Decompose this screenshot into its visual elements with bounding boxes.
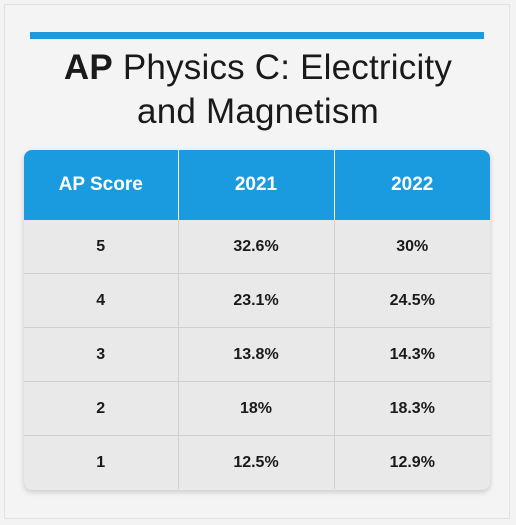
title-line-2: and Magnetism [137, 92, 379, 131]
cell-score: 2 [24, 381, 178, 436]
table-row: 5 32.6% 30% [24, 220, 490, 274]
cell-score: 5 [96, 237, 106, 255]
cell-2022: 14.3% [333, 327, 490, 382]
cell-2022: 24.5% [333, 273, 490, 328]
table-row: 1 12.5% 12.9% [24, 435, 490, 489]
cell-2021: 18% [177, 381, 334, 436]
table-row: 4 23.1% 24.5% [24, 273, 490, 328]
cell-2021: 32.6% [177, 220, 334, 274]
cell-2022: 30% [333, 220, 490, 274]
cell-2021: 13.8% [177, 327, 334, 382]
cell-score: 1 [24, 435, 178, 489]
title-bold-word: AP [63, 48, 113, 87]
accent-bar [30, 32, 484, 39]
score-table: AP Score 2021 2022 5 32.6% 30% 4 23.1% 2… [24, 150, 490, 489]
header-2022: 2022 [333, 150, 490, 220]
title-line-1: AP Physics C: Electricity [0, 46, 516, 90]
score-table-card: AP Score 2021 2022 5 32.6% 30% 4 23.1% 2… [24, 150, 490, 490]
title-line-1-rest: Physics C: Electricity [112, 48, 453, 87]
header-2021: 2021 [177, 150, 334, 220]
cell-2021: 12.5% [177, 435, 334, 489]
cell-2022: 18.3% [333, 381, 490, 436]
header-ap-score: AP Score [24, 150, 178, 220]
cell-2021: 23.1% [177, 273, 334, 328]
cell-score: 4 [24, 273, 178, 328]
cell-score: 3 [24, 327, 178, 382]
table-row: 3 13.8% 14.3% [24, 327, 490, 382]
table-row: 2 18% 18.3% [24, 381, 490, 436]
table-header-row: AP Score 2021 2022 [24, 150, 490, 220]
cell-2022: 12.9% [333, 435, 490, 489]
page-title: AP Physics C: Electricity and Magnetism [0, 46, 516, 134]
